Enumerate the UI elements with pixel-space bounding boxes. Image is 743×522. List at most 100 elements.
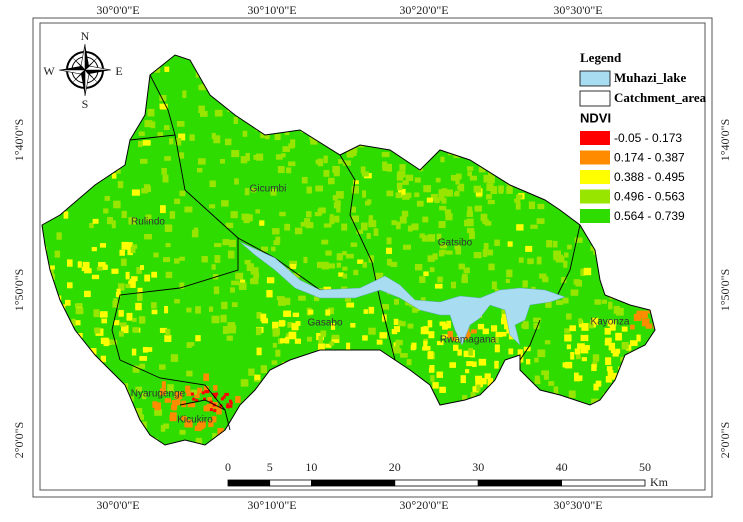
raster-cell <box>266 290 273 298</box>
raster-cell <box>482 328 489 335</box>
raster-cell <box>209 204 216 209</box>
raster-cell <box>59 373 64 380</box>
raster-cell <box>152 401 158 408</box>
raster-cell <box>47 319 55 327</box>
raster-cell <box>427 88 436 95</box>
raster-cell <box>488 409 494 414</box>
raster-cell <box>328 263 336 269</box>
compass-letter: S <box>82 97 89 111</box>
raster-cell <box>214 255 221 263</box>
raster-cell <box>382 161 388 169</box>
raster-cell <box>574 348 581 355</box>
raster-cell <box>482 249 488 257</box>
raster-cell <box>130 246 136 253</box>
raster-cell <box>395 120 401 128</box>
raster-cell <box>165 55 170 60</box>
raster-cell <box>423 326 428 333</box>
raster-cell <box>169 211 176 219</box>
raster-cell <box>146 347 153 352</box>
raster-cell <box>402 194 410 200</box>
raster-cell <box>64 386 70 395</box>
raster-cell <box>456 123 465 131</box>
raster-cell <box>407 323 414 329</box>
raster-cell <box>75 432 81 440</box>
raster-cell <box>271 246 276 252</box>
raster-cell <box>604 339 611 346</box>
raster-cell <box>533 322 540 330</box>
raster-cell <box>368 327 376 335</box>
raster-cell <box>136 407 143 416</box>
raster-cell <box>515 201 521 210</box>
raster-cell <box>619 424 627 433</box>
raster-cell <box>179 152 185 159</box>
raster-cell <box>279 211 286 217</box>
raster-cell <box>479 378 487 385</box>
raster-cell <box>439 321 446 326</box>
raster-cell <box>508 152 515 159</box>
raster-cell <box>91 437 99 445</box>
raster-cell <box>298 295 306 301</box>
raster-cell <box>651 395 655 402</box>
raster-cell <box>562 111 568 117</box>
raster-cell <box>147 108 155 117</box>
raster-cell <box>229 239 236 248</box>
raster-cell <box>553 386 559 395</box>
raster-cell <box>401 123 408 130</box>
raster-cell <box>604 126 610 132</box>
raster-cell <box>622 407 627 416</box>
raster-cell <box>513 86 519 94</box>
raster-cell <box>574 375 580 382</box>
raster-cell <box>391 328 398 335</box>
raster-cell <box>423 271 429 277</box>
raster-cell <box>325 309 331 316</box>
raster-cell <box>145 214 152 221</box>
raster-cell <box>499 144 507 152</box>
raster-cell <box>556 151 562 157</box>
raster-cell <box>131 244 138 249</box>
raster-cell <box>629 340 638 346</box>
raster-cell <box>621 326 628 332</box>
raster-cell <box>176 121 185 127</box>
legend-swatch <box>580 209 610 223</box>
raster-cell <box>296 361 305 368</box>
raster-cell <box>409 418 416 425</box>
raster-cell <box>491 325 498 332</box>
raster-cell <box>518 257 524 263</box>
raster-cell <box>465 369 470 374</box>
raster-cell <box>238 282 247 290</box>
raster-cell <box>197 158 206 165</box>
raster-cell <box>256 450 262 456</box>
raster-cell <box>178 133 186 141</box>
raster-cell <box>449 362 456 368</box>
raster-cell <box>307 355 312 361</box>
raster-cell <box>159 103 168 110</box>
raster-cell <box>353 269 359 276</box>
raster-cell <box>485 97 493 103</box>
raster-cell <box>610 319 617 326</box>
raster-cell <box>197 387 203 394</box>
raster-cell <box>222 239 230 246</box>
raster-cell <box>461 273 468 279</box>
raster-cell <box>461 128 470 136</box>
raster-cell <box>569 325 576 332</box>
raster-cell <box>438 189 445 198</box>
raster-cell <box>360 420 368 427</box>
raster-cell <box>160 425 166 432</box>
raster-cell <box>244 107 252 113</box>
raster-cell <box>345 253 354 259</box>
raster-cell <box>45 215 50 220</box>
legend-swatch <box>579 90 611 107</box>
coord-label: 1°40'0"S <box>718 119 732 162</box>
raster-cell <box>305 398 312 403</box>
raster-cell <box>515 80 523 88</box>
raster-cell <box>201 391 205 395</box>
raster-cell <box>73 320 81 326</box>
raster-cell <box>508 348 514 355</box>
raster-cell <box>605 375 612 383</box>
raster-cell <box>534 379 541 385</box>
raster-cell <box>322 84 331 90</box>
raster-cell <box>259 95 265 100</box>
raster-cell <box>560 186 566 192</box>
raster-cell <box>605 357 612 365</box>
raster-cell <box>347 430 353 437</box>
